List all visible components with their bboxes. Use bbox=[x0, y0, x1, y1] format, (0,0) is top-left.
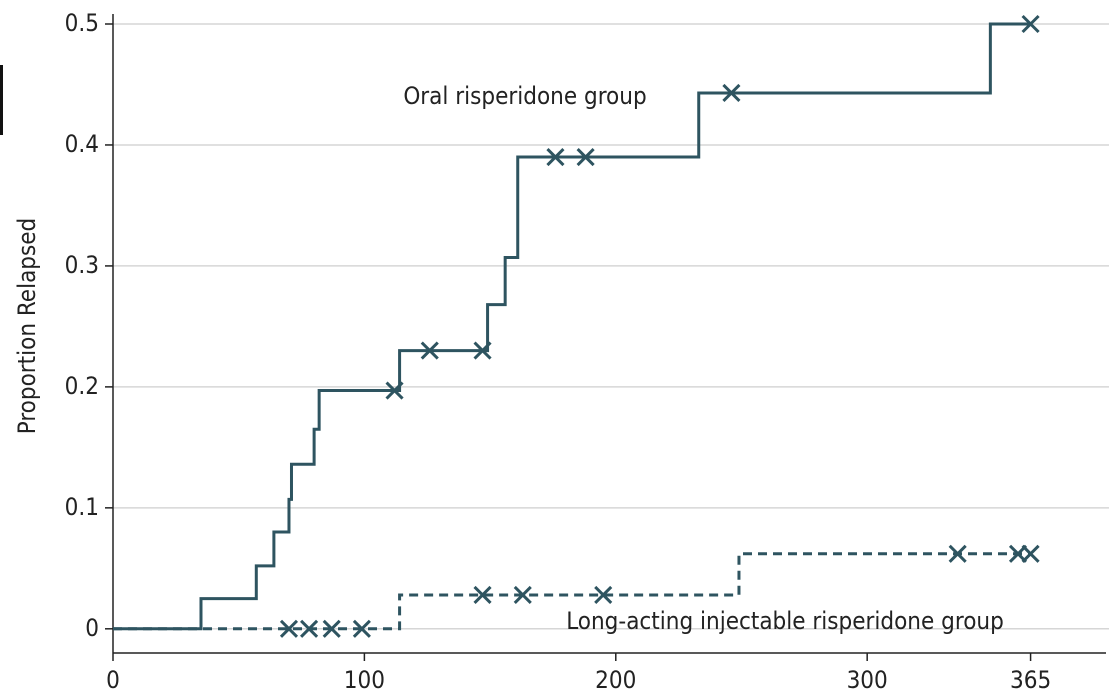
censor-mark bbox=[352, 619, 371, 638]
series-label: Oral risperidone group bbox=[403, 82, 646, 110]
y-axis-label: Proportion Relapsed bbox=[13, 218, 41, 435]
x-tick-label: 200 bbox=[595, 666, 636, 693]
censor-mark bbox=[513, 585, 532, 604]
censor-mark bbox=[546, 147, 565, 167]
y-tick-label: 0 bbox=[85, 614, 99, 642]
y-tick-label: 0.5 bbox=[65, 9, 99, 37]
censor-mark bbox=[1021, 544, 1040, 563]
edge-bar bbox=[0, 65, 3, 135]
y-tick-label: 0.1 bbox=[65, 493, 99, 521]
censor-mark bbox=[279, 619, 299, 638]
km-curve bbox=[113, 22, 1031, 631]
y-tick-label: 0.2 bbox=[65, 372, 99, 400]
censor-mark bbox=[722, 83, 741, 103]
censor-mark bbox=[473, 341, 492, 360]
y-tick-label: 0.3 bbox=[65, 251, 99, 279]
x-tick-label: 100 bbox=[344, 666, 385, 693]
x-tick-label: 0 bbox=[106, 666, 120, 693]
censor-mark bbox=[420, 341, 439, 360]
censor-mark bbox=[594, 585, 613, 604]
y-tick-label: 0.4 bbox=[65, 130, 99, 158]
censor-mark bbox=[473, 585, 492, 604]
censor-mark bbox=[576, 147, 595, 167]
censor-mark bbox=[322, 619, 341, 638]
censor-mark bbox=[1021, 14, 1040, 34]
censor-mark bbox=[385, 381, 404, 400]
censor-mark bbox=[948, 544, 967, 563]
x-tick-label: 300 bbox=[847, 666, 888, 693]
series-label: Long-acting injectable risperidone group bbox=[566, 607, 1004, 635]
censor-mark bbox=[300, 619, 319, 638]
x-tick-label: 365 bbox=[1010, 666, 1051, 693]
